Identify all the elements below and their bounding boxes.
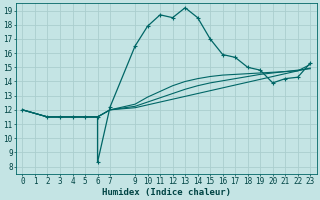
X-axis label: Humidex (Indice chaleur): Humidex (Indice chaleur): [102, 188, 231, 197]
